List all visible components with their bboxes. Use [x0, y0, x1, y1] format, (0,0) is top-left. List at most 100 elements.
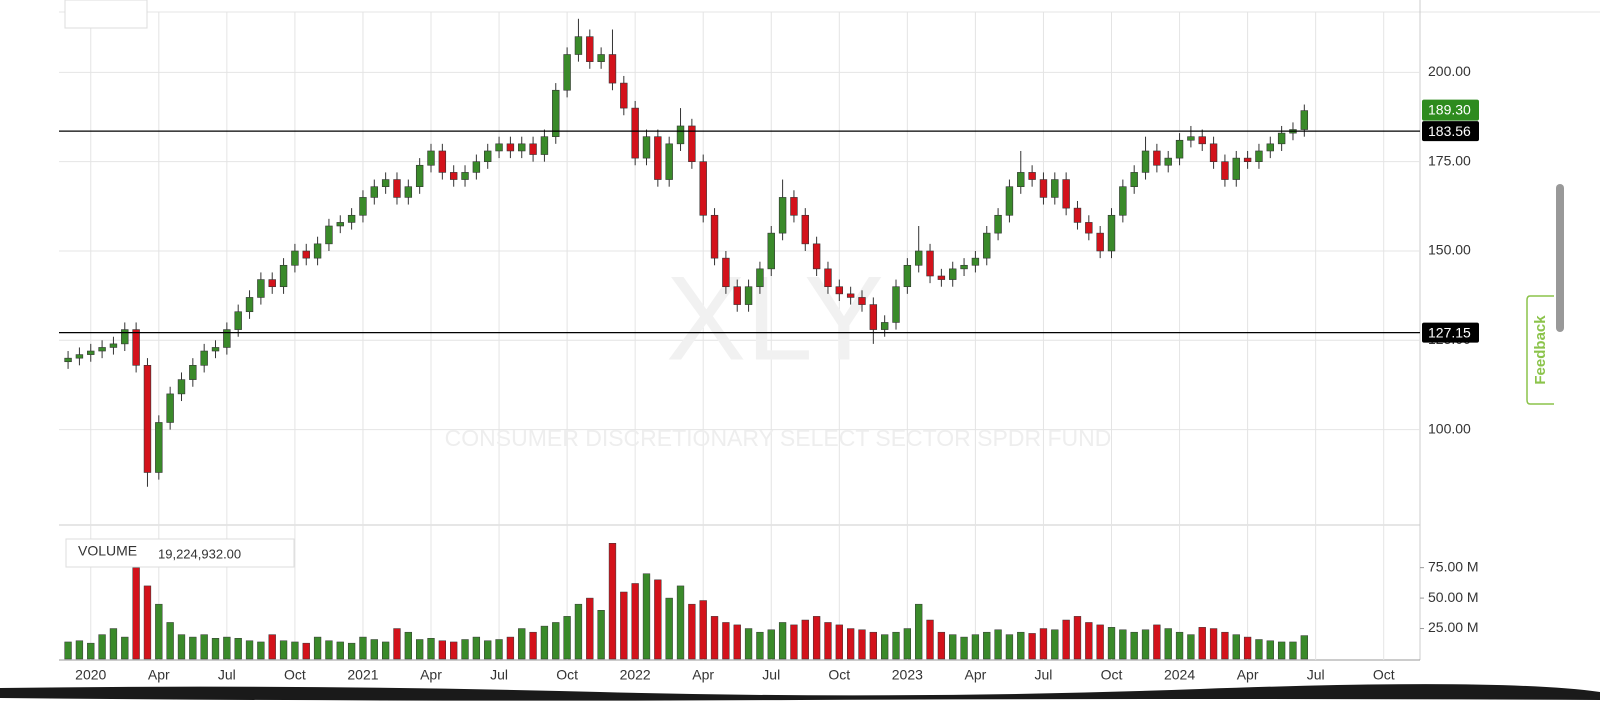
candle-body	[654, 136, 662, 180]
candle-body	[381, 179, 390, 187]
volume-bar	[1153, 624, 1161, 660]
candle-body	[166, 393, 174, 423]
candle-body	[87, 350, 95, 355]
candle-body	[1039, 179, 1048, 198]
marks	[64, 18, 1309, 660]
volume-bar	[1062, 619, 1070, 660]
feedback-tab[interactable]: Feedback	[1526, 295, 1554, 405]
candle-body	[688, 125, 696, 162]
volume-bar	[302, 642, 310, 660]
candle-body	[756, 268, 764, 288]
volume-bar	[903, 628, 912, 660]
volume-bar	[710, 616, 719, 660]
x-tick-label: Oct	[556, 667, 578, 683]
volume-bar	[336, 641, 344, 660]
candle-body	[506, 143, 515, 152]
x-tick-label: Apr	[692, 667, 714, 683]
volume-bar	[744, 628, 753, 660]
volume-bar	[427, 638, 435, 660]
legend-box	[64, 0, 148, 29]
candle-body	[211, 347, 220, 352]
volume-legend-box	[65, 538, 295, 568]
candle-body	[949, 268, 957, 280]
candle-body	[824, 268, 832, 288]
candle-body	[983, 232, 991, 259]
volume-bar	[1289, 641, 1297, 660]
volume-bar	[1198, 627, 1206, 660]
volume-bar	[642, 573, 651, 660]
candle-body	[903, 264, 912, 288]
candle-body	[393, 179, 401, 198]
candle-body	[778, 197, 787, 234]
candle-body	[1187, 136, 1195, 141]
volume-tick-label: 25.00 M	[1428, 619, 1479, 635]
volume-bar	[461, 639, 469, 660]
candle-body	[1164, 157, 1172, 166]
overlays: 2020 Apr Jul Oct 2021 Apr Jul Oct 2022 Apr Jul Oct 2…	[59, 99, 1479, 683]
volume-bar	[1209, 628, 1218, 660]
volume-bar	[824, 622, 832, 660]
candle-body	[177, 379, 186, 395]
watermark-name: CONSUMER DISCRETIONARY SELECT SECTOR SPD…	[445, 425, 1112, 451]
x-tick-label: Jul	[1307, 667, 1325, 683]
volume-bar	[949, 634, 957, 660]
scrollbar[interactable]	[1556, 184, 1564, 332]
candle-body	[1198, 136, 1206, 145]
volume-bar	[540, 625, 549, 660]
volume-bar	[1028, 633, 1036, 660]
x-tick-label: Oct	[1101, 667, 1123, 683]
volume-bar	[393, 628, 401, 660]
candle-body	[540, 136, 549, 155]
candle-body	[1096, 232, 1104, 252]
candle-body	[404, 186, 413, 198]
volume-bar	[245, 640, 254, 660]
candle-body	[1209, 143, 1218, 162]
candle-body	[1277, 132, 1286, 145]
volume-bar	[257, 641, 265, 660]
volume-bar	[416, 639, 424, 660]
candle-body	[302, 250, 310, 259]
volume-bar	[529, 631, 537, 660]
horizontal-line-label: 127.15	[1428, 324, 1471, 340]
candle-body	[1221, 161, 1229, 180]
y-tick-label: 200.00	[1428, 63, 1471, 79]
volume-bar	[1266, 640, 1274, 660]
volume-bar	[688, 603, 696, 660]
feedback-label[interactable]: Feedback	[1532, 315, 1549, 385]
candle-body	[642, 136, 651, 159]
volume-bar	[313, 636, 322, 660]
candle-body	[1175, 139, 1184, 159]
candle-body	[257, 279, 265, 298]
candle-body	[846, 293, 855, 298]
volume-bar	[756, 631, 764, 660]
y-tick-label: 175.00	[1428, 152, 1471, 168]
candle-body	[75, 354, 84, 359]
volume-bar	[325, 640, 333, 660]
candle-body	[1153, 150, 1161, 166]
volume-bar	[370, 639, 378, 660]
x-tick-label: Jul	[762, 667, 780, 683]
volume-bar	[563, 616, 571, 660]
volume-bar	[631, 583, 639, 660]
candle-body	[937, 275, 946, 280]
y-tick-label: 100.00	[1428, 420, 1471, 436]
candle-body	[971, 257, 980, 266]
last-price-tag	[1422, 99, 1479, 121]
volume-bar	[200, 634, 208, 660]
volume-bar	[1232, 634, 1240, 660]
candle-body	[132, 329, 140, 366]
volume-bar	[915, 603, 923, 660]
x-tick-label: Jul	[1035, 667, 1053, 683]
candle-body	[461, 172, 469, 180]
x-tick-label: Jul	[218, 667, 236, 683]
volume-bar	[1017, 631, 1025, 660]
volume-bar	[869, 631, 877, 660]
candle-body	[835, 286, 844, 295]
horizontal-line-tag	[1422, 322, 1479, 343]
candle-body	[325, 225, 333, 245]
volume-bar	[1243, 636, 1252, 660]
